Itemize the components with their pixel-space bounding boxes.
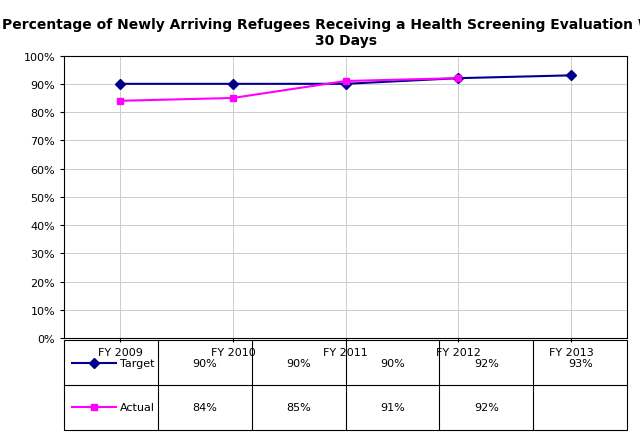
Text: 92%: 92% [474,402,499,412]
Text: 84%: 84% [193,402,217,412]
Text: Target: Target [120,358,155,368]
Text: 91%: 91% [380,402,405,412]
Text: 90%: 90% [193,358,217,368]
Text: 92%: 92% [474,358,499,368]
Text: 90%: 90% [286,358,311,368]
Text: 85%: 85% [286,402,311,412]
Text: 90%: 90% [380,358,405,368]
Text: 93%: 93% [568,358,593,368]
Title: Percentage of Newly Arriving Refugees Receiving a Health Screening Evaluation Wi: Percentage of Newly Arriving Refugees Re… [2,18,640,48]
Text: Actual: Actual [120,402,156,412]
